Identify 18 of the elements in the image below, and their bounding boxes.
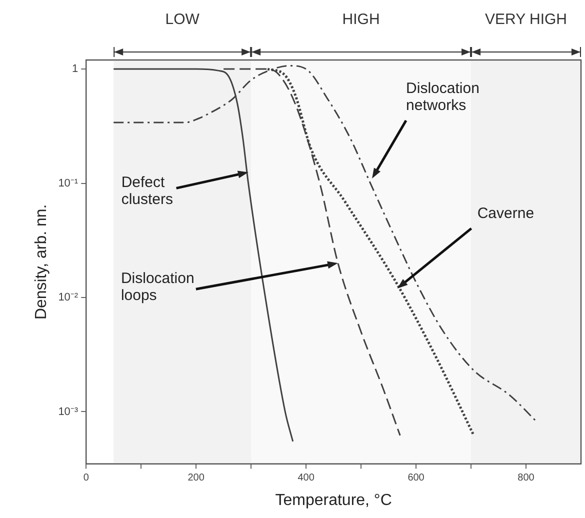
x-tick-label: 800 [518,472,535,484]
x-tick-label: 600 [408,472,425,484]
annotation: Dislocation loops [120,270,194,304]
annotation: Dislocation networks [406,80,480,114]
band-label: VERY HIGH [485,11,568,28]
y-axis-title: Density, arb. nn. [33,204,50,320]
y-tick-label: 10⁻² [58,292,78,304]
annotation: Defect clusters [121,174,174,208]
y-tick-label: 1 [72,63,78,76]
x-tick-label: 400 [298,472,315,484]
x-tick-label: 0 [83,472,90,484]
annotation: Caverne [477,205,534,222]
band-label: HIGH [342,11,380,28]
x-tick-label: 200 [188,472,205,484]
y-tick-label: 10⁻¹ [58,177,78,190]
x-axis-title: Temperature, °C [275,492,392,509]
band-label: LOW [165,11,200,28]
y-tick-label: 10⁻³ [58,406,78,418]
